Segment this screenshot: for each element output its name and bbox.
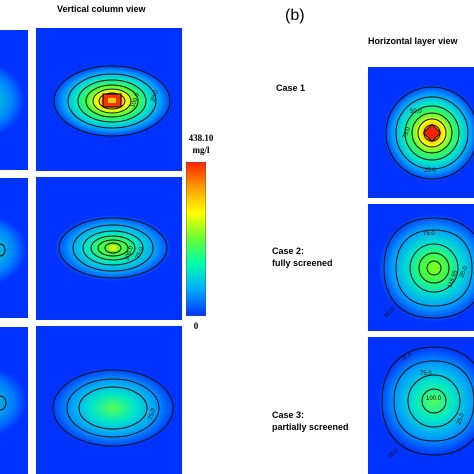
- colorbar-unit: mg/l: [192, 145, 210, 155]
- contour-label: 100.0: [130, 92, 141, 109]
- horizontal-case2-contour-panel: 75.0 118.95 25.0 10.0: [368, 204, 474, 331]
- horizontal-layer-view-title: Horizontal layer view: [368, 36, 458, 46]
- contour-label: 25.0: [459, 265, 469, 279]
- contour-label: 75.0: [423, 231, 435, 237]
- contour-label: 50.0: [410, 109, 422, 115]
- horizontal-case1-contour-panel: 50.0 75.0 25.0: [368, 67, 474, 198]
- vertical-column-view-title: Vertical column view: [57, 4, 146, 14]
- contour-label: 118.95: [447, 269, 459, 289]
- horizontal-case3-contour-panel: 10.0 75.0 100.0 25.0 10.0: [368, 337, 474, 474]
- vertical-case3-contour-panel: 75.0: [36, 326, 182, 474]
- case1-label: Case 1: [276, 82, 305, 94]
- vertical-case2-contour-panel: 100.0 75.0: [36, 177, 182, 320]
- contour-label: 25.0: [150, 89, 160, 103]
- case1-label-line1: Case 1: [276, 83, 306, 93]
- case2-label-line1: Case 2:: [272, 246, 305, 256]
- contour-label: 75.0: [420, 371, 432, 377]
- colorbar-min-value: 0: [193, 321, 199, 331]
- contour-label: 75.0: [135, 246, 145, 260]
- contour-label: 100.0: [426, 396, 442, 402]
- contour-label: 75.0: [402, 126, 412, 140]
- colorbar-max-value: 438.10: [188, 133, 214, 143]
- vertical-left-panel-case1: [0, 30, 28, 170]
- contour-label: 75.0: [148, 407, 157, 420]
- vertical-left-panel-case2: [0, 178, 28, 318]
- contour-label: 100.0: [124, 245, 135, 262]
- case2-label: Case 2: fully screened: [272, 245, 333, 269]
- colorbar: [186, 162, 206, 316]
- case3-label-line2: partially screened: [272, 422, 349, 432]
- vertical-case1-contour-panel: 100.0 25.0: [36, 28, 182, 171]
- contour-label: 25.0: [424, 168, 436, 174]
- case3-label: Case 3: partially screened: [272, 409, 349, 433]
- vertical-left-panel-case3: [0, 327, 28, 474]
- contour-label: 25.0: [456, 412, 466, 426]
- case2-label-line2: fully screened: [272, 258, 333, 268]
- panel-b-label: (b): [285, 7, 305, 24]
- contour-label: 10.0: [400, 351, 414, 362]
- case3-label-line1: Case 3:: [272, 410, 305, 420]
